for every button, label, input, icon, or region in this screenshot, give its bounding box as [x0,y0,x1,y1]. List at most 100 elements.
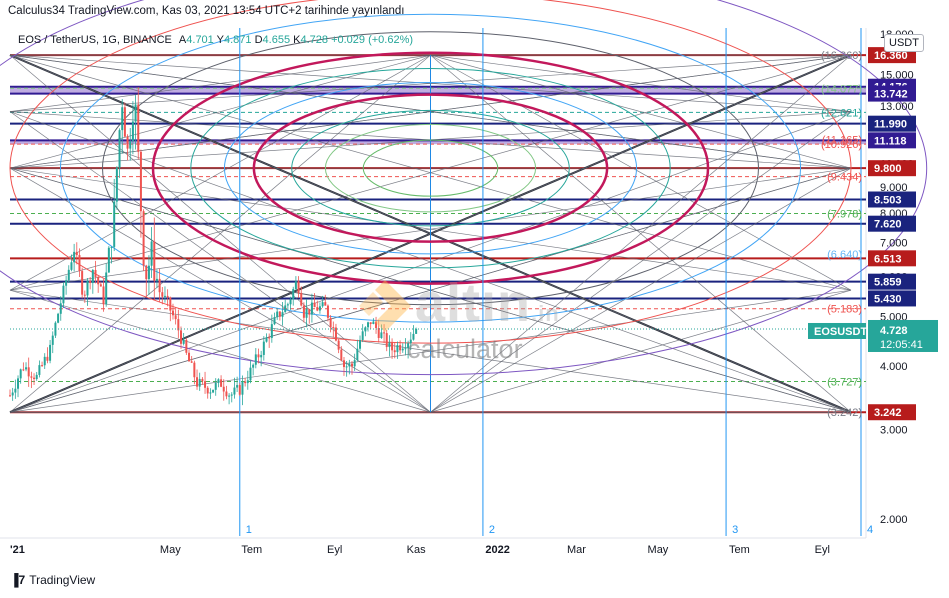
currency-button[interactable]: USDT [884,34,924,52]
symbol-name[interactable]: EOS / TetherUS, 1G, BINANCE [18,34,172,46]
candle-body[interactable] [297,281,300,293]
candle-body[interactable] [252,364,255,368]
candle-body[interactable] [396,345,399,353]
candle-body[interactable] [35,374,38,380]
candle-body[interactable] [359,339,362,349]
candle-body[interactable] [351,363,353,367]
candle-body[interactable] [97,277,100,285]
candle-body[interactable] [193,362,196,378]
candle-body[interactable] [163,295,166,297]
candle-body[interactable] [110,246,113,248]
candle-body[interactable] [375,321,378,329]
candle-body[interactable] [86,280,89,296]
candle-body[interactable] [67,269,70,281]
candle-body[interactable] [180,330,182,344]
candle-body[interactable] [383,332,386,334]
candle-body[interactable] [150,241,153,266]
candle-body[interactable] [105,272,108,305]
candle-body[interactable] [51,335,54,345]
candle-body[interactable] [134,104,137,122]
candle-body[interactable] [321,302,324,307]
candle-body[interactable] [17,378,20,389]
candle-body[interactable] [412,333,415,340]
candle-body[interactable] [94,269,97,278]
candle-body[interactable] [278,311,281,317]
candle-body[interactable] [89,280,92,284]
candle-body[interactable] [268,337,271,339]
candle-body[interactable] [102,286,105,305]
candle-body[interactable] [286,304,289,306]
candle-body[interactable] [155,278,158,281]
candle-body[interactable] [308,308,311,315]
candle-body[interactable] [190,361,193,363]
candle-body[interactable] [83,294,86,296]
candle-body[interactable] [209,392,212,394]
candle-body[interactable] [356,348,359,361]
candle-body[interactable] [158,278,161,293]
candle-body[interactable] [302,305,305,318]
candle-body[interactable] [310,302,313,315]
candle-body[interactable] [196,377,199,387]
candle-body[interactable] [241,381,244,395]
candles[interactable] [9,87,866,406]
candle-body[interactable] [206,387,209,394]
candle-body[interactable] [300,292,303,306]
candle-body[interactable] [391,342,394,351]
candle-body[interactable] [415,328,418,334]
candle-body[interactable] [388,342,391,348]
candle-body[interactable] [246,380,249,384]
candle-body[interactable] [204,381,207,388]
candle-body[interactable] [276,311,279,318]
candle-body[interactable] [169,297,172,311]
candle-body[interactable] [244,381,247,384]
candle-body[interactable] [38,365,41,375]
candle-body[interactable] [22,369,25,371]
candle-body[interactable] [137,104,140,152]
candle-body[interactable] [118,130,121,168]
candle-body[interactable] [222,386,225,392]
candle-body[interactable] [409,339,412,344]
candle-body[interactable] [318,306,321,311]
candle-body[interactable] [27,367,30,377]
candle-body[interactable] [332,327,335,329]
candle-body[interactable] [166,295,169,298]
candle-body[interactable] [270,324,273,338]
candle-body[interactable] [220,379,223,387]
candle-body[interactable] [91,269,94,284]
candle-body[interactable] [399,345,402,351]
candle-body[interactable] [337,340,340,350]
candle-body[interactable] [139,151,142,212]
candle-body[interactable] [292,289,295,300]
candle-body[interactable] [313,302,316,308]
candle-body[interactable] [361,331,364,340]
candle-body[interactable] [145,265,148,280]
candle-body[interactable] [123,107,126,137]
candle-body[interactable] [107,247,110,273]
candle-body[interactable] [81,271,84,295]
candle-body[interactable] [385,333,388,348]
candle-body[interactable] [188,352,191,362]
candle-body[interactable] [129,141,132,149]
candle-body[interactable] [19,369,22,379]
candle-body[interactable] [305,308,308,318]
candle-body[interactable] [171,310,174,316]
candle-body[interactable] [230,394,233,396]
candle-body[interactable] [257,354,260,358]
candle-body[interactable] [262,341,265,355]
candle-body[interactable] [407,343,410,349]
candle-body[interactable] [9,395,11,397]
candle-body[interactable] [75,251,78,256]
candle-body[interactable] [57,313,60,323]
candle-body[interactable] [228,395,231,397]
candle-body[interactable] [236,385,239,388]
candle-body[interactable] [182,339,185,344]
candle-body[interactable] [401,348,404,351]
candle-body[interactable] [99,284,102,287]
candle-body[interactable] [284,305,287,313]
candle-body[interactable] [289,299,292,305]
candle-body[interactable] [281,312,284,317]
candle-body[interactable] [340,349,343,361]
candle-body[interactable] [30,376,33,378]
candle-body[interactable] [329,317,332,328]
candle-body[interactable] [254,354,257,365]
